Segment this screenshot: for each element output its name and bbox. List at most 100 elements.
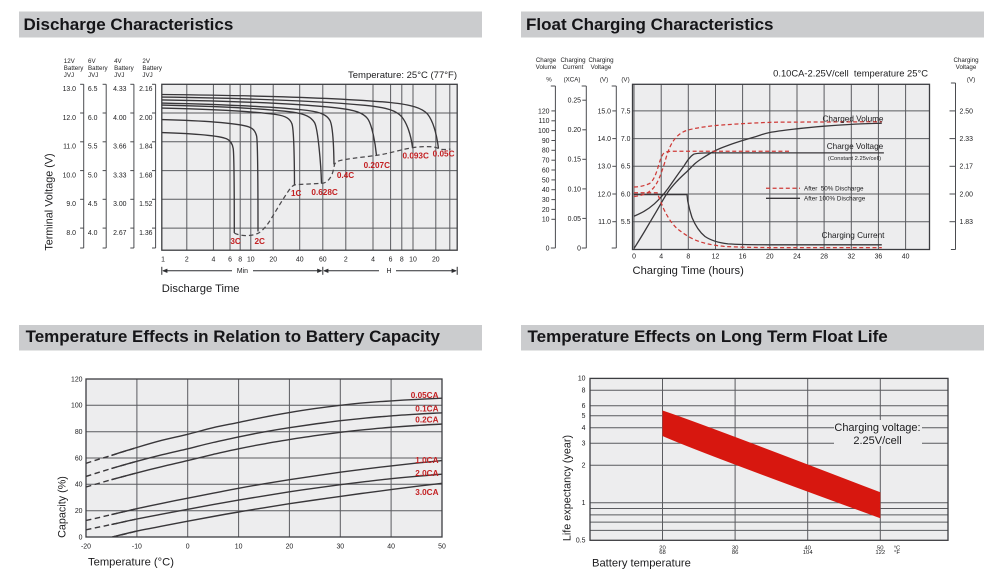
svg-text:104: 104 — [803, 550, 814, 556]
svg-text:20: 20 — [269, 257, 277, 264]
svg-text:12: 12 — [712, 254, 720, 261]
svg-text:Battery: Battery — [64, 65, 85, 72]
svg-text:Temperature Effects on Long Te: Temperature Effects on Long Term Float L… — [528, 327, 888, 346]
svg-text:JVJ: JVJ — [142, 72, 152, 79]
svg-text:20: 20 — [75, 508, 83, 515]
svg-text:0.207C: 0.207C — [364, 161, 390, 170]
svg-text:20: 20 — [286, 544, 294, 551]
svg-text:2.67: 2.67 — [113, 230, 127, 237]
svg-text:80: 80 — [542, 148, 550, 155]
svg-text:13.0: 13.0 — [598, 164, 612, 171]
svg-text:10.0: 10.0 — [63, 173, 77, 180]
svg-text:2.25V/cell: 2.25V/cell — [853, 435, 901, 447]
svg-text:H: H — [387, 268, 392, 275]
svg-text:°F: °F — [894, 550, 900, 556]
svg-text:100: 100 — [71, 403, 83, 410]
svg-text:3.66: 3.66 — [113, 144, 127, 151]
svg-text:Charged Volume: Charged Volume — [823, 114, 884, 123]
svg-text:20: 20 — [432, 257, 440, 264]
svg-text:32: 32 — [847, 254, 855, 261]
svg-text:Charging: Charging — [560, 57, 586, 64]
svg-text:Battery: Battery — [114, 65, 135, 72]
svg-text:10: 10 — [578, 376, 586, 383]
svg-text:12V: 12V — [64, 58, 76, 65]
svg-text:Temperature (°C): Temperature (°C) — [88, 557, 174, 569]
svg-text:After 100% Discharge: After 100% Discharge — [804, 196, 866, 203]
svg-text:10: 10 — [247, 257, 255, 264]
svg-text:Battery temperature: Battery temperature — [592, 557, 691, 569]
svg-text:(V): (V) — [600, 76, 608, 83]
svg-text:8: 8 — [238, 257, 242, 264]
svg-text:Volume: Volume — [536, 64, 557, 71]
svg-text:60: 60 — [319, 257, 327, 264]
svg-text:10: 10 — [409, 257, 417, 264]
svg-text:8: 8 — [582, 388, 586, 395]
svg-text:0.15: 0.15 — [568, 157, 582, 164]
svg-text:2: 2 — [185, 257, 189, 264]
svg-text:100: 100 — [538, 128, 550, 135]
svg-text:1.84: 1.84 — [139, 144, 153, 151]
svg-text:2.17: 2.17 — [960, 164, 974, 171]
svg-text:After 50% Discharge: After 50% Discharge — [804, 186, 864, 193]
svg-text:1.68: 1.68 — [139, 173, 153, 180]
svg-text:7.5: 7.5 — [621, 108, 631, 115]
svg-text:11.0: 11.0 — [63, 144, 76, 151]
svg-text:0.10CA-2.25V/cell temperature: 0.10CA-2.25V/cell temperature 25°C — [773, 68, 928, 79]
svg-text:1: 1 — [582, 500, 586, 507]
svg-text:24: 24 — [793, 254, 801, 261]
svg-text:120: 120 — [71, 376, 83, 383]
svg-text:1: 1 — [161, 257, 165, 264]
svg-text:3.0CA: 3.0CA — [415, 488, 438, 497]
svg-text:50: 50 — [542, 177, 550, 184]
svg-text:120: 120 — [538, 108, 550, 115]
svg-text:30: 30 — [336, 544, 344, 551]
svg-text:4V: 4V — [114, 58, 122, 65]
svg-text:Current: Current — [563, 64, 584, 71]
svg-text:0: 0 — [186, 544, 190, 551]
svg-text:3: 3 — [582, 441, 586, 448]
svg-text:Life expectancy (year): Life expectancy (year) — [561, 435, 573, 541]
svg-text:70: 70 — [542, 158, 550, 165]
svg-text:80: 80 — [75, 429, 83, 436]
svg-text:1.52: 1.52 — [139, 201, 153, 208]
svg-text:2.16: 2.16 — [139, 86, 153, 93]
svg-text:0.25: 0.25 — [568, 98, 582, 105]
svg-text:40: 40 — [804, 545, 811, 551]
svg-text:2.00: 2.00 — [960, 191, 974, 198]
svg-text:0.5: 0.5 — [576, 538, 586, 545]
svg-text:5: 5 — [582, 413, 586, 420]
svg-text:Discharge Characteristics: Discharge Characteristics — [24, 15, 234, 34]
svg-text:10: 10 — [542, 217, 550, 224]
svg-text:Temperature: 25°C (77°F): Temperature: 25°C (77°F) — [348, 70, 457, 81]
svg-text:4: 4 — [659, 254, 663, 261]
svg-text:9.0: 9.0 — [66, 201, 76, 208]
svg-text:0.20: 0.20 — [568, 127, 582, 134]
svg-text:3.33: 3.33 — [113, 173, 127, 180]
svg-text:0: 0 — [546, 245, 550, 252]
svg-text:10: 10 — [235, 544, 243, 551]
svg-text:4: 4 — [211, 257, 215, 264]
svg-text:JVJ: JVJ — [114, 72, 124, 79]
svg-text:12.0: 12.0 — [598, 191, 612, 198]
svg-text:-10: -10 — [132, 544, 142, 551]
svg-text:8: 8 — [686, 254, 690, 261]
svg-text:(Constant 2.25v/cell): (Constant 2.25v/cell) — [828, 156, 881, 162]
svg-text:-20: -20 — [81, 544, 91, 551]
svg-text:110: 110 — [539, 118, 550, 125]
svg-text:20: 20 — [542, 207, 550, 214]
svg-text:1.0CA: 1.0CA — [415, 456, 438, 465]
svg-text:Temperature Effects in Relatio: Temperature Effects in Relation to Batte… — [26, 327, 441, 346]
svg-text:36: 36 — [875, 254, 883, 261]
svg-text:40: 40 — [902, 254, 910, 261]
svg-text:0: 0 — [577, 245, 581, 252]
svg-text:Discharge Time: Discharge Time — [162, 283, 240, 295]
svg-text:4: 4 — [582, 425, 586, 432]
svg-text:7.0: 7.0 — [621, 136, 631, 143]
svg-text:2.50: 2.50 — [960, 108, 974, 115]
svg-text:0.05CA: 0.05CA — [411, 391, 439, 400]
svg-text:2.0CA: 2.0CA — [415, 469, 438, 478]
svg-text:1.36: 1.36 — [139, 230, 153, 237]
svg-text:0.05C: 0.05C — [433, 150, 455, 159]
svg-text:13.0: 13.0 — [63, 86, 77, 93]
svg-text:40: 40 — [75, 482, 83, 489]
